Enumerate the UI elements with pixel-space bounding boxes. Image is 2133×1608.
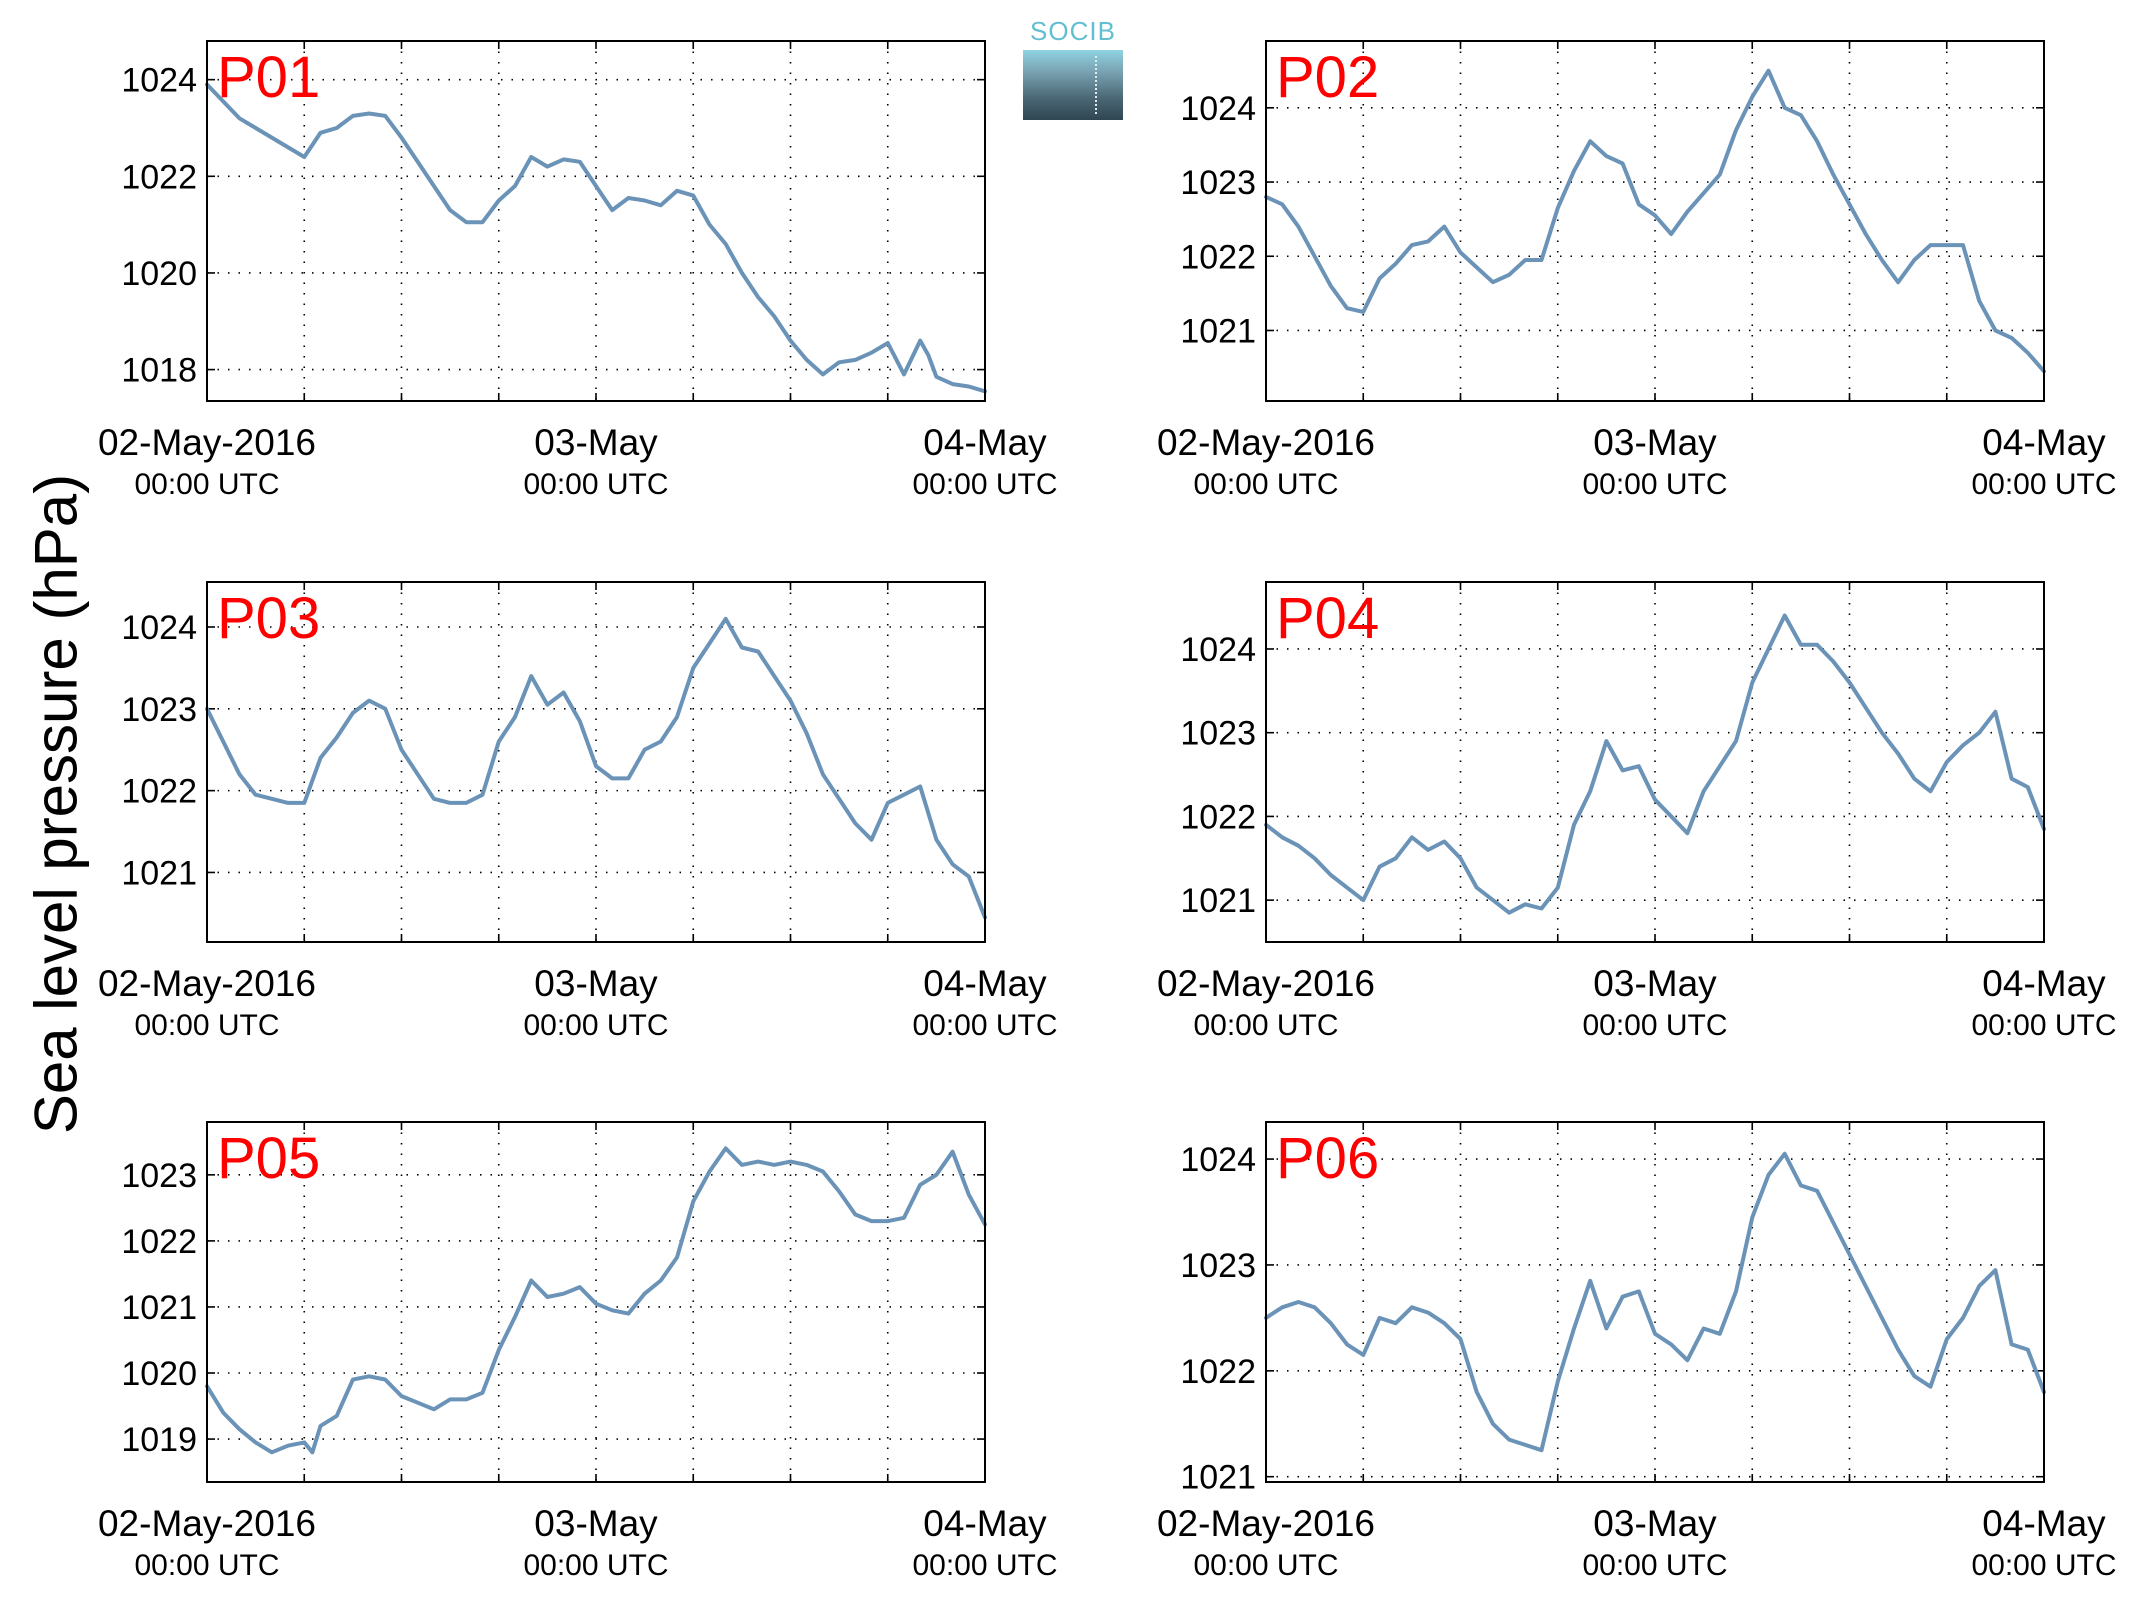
y-tick-label: 1023 [1180, 715, 1256, 753]
plot-frame [206, 1121, 986, 1483]
y-tick-label: 1021 [121, 854, 197, 892]
y-axis-label: Sea level pressure (hPa) [22, 473, 90, 1135]
x-tick-label-date: 02-May-2016 [98, 963, 316, 1004]
y-tick-label: 1022 [121, 773, 197, 811]
y-tick-label: 1023 [121, 691, 197, 729]
logo-graphic [1023, 50, 1123, 120]
x-tick-label-date: 03-May [1593, 422, 1717, 463]
y-tick-label: 1022 [1180, 798, 1256, 836]
y-tick-label: 1022 [1180, 238, 1256, 276]
y-tick-label: 1022 [1180, 1353, 1256, 1391]
y-tick-label: 1021 [121, 1289, 197, 1327]
plot-frame [1265, 581, 2045, 943]
x-tick-label-time: 00:00 UTC [134, 1549, 279, 1582]
x-tick-label-time: 00:00 UTC [134, 1009, 279, 1042]
panel-title: P01 [217, 45, 320, 110]
panel-title: P05 [217, 1126, 320, 1191]
series-line [1264, 613, 2046, 915]
x-tick-label-time: 00:00 UTC [1971, 1549, 2116, 1582]
x-tick-label-time: 00:00 UTC [1582, 1009, 1727, 1042]
y-tick-label: 1023 [1180, 1247, 1256, 1285]
socib-logo: SOCIB [1023, 16, 1123, 120]
x-tick-label-time: 00:00 UTC [912, 1009, 1057, 1042]
x-tick-label-date: 03-May [534, 422, 658, 463]
y-tick-label: 1024 [121, 62, 197, 100]
x-tick-label-time: 00:00 UTC [523, 468, 668, 501]
y-tick-label: 1019 [121, 1421, 197, 1459]
plot-frame [1265, 1121, 2045, 1483]
series-line [1264, 68, 2046, 374]
y-tick-label: 1021 [1180, 1459, 1256, 1497]
x-tick-label-date: 04-May [923, 1503, 1047, 1544]
series-line [205, 82, 987, 394]
x-tick-label-time: 00:00 UTC [1193, 1549, 1338, 1582]
x-tick-label-date: 04-May [1982, 963, 2106, 1004]
y-tick-label: 1024 [1180, 631, 1256, 669]
y-tick-label: 1018 [121, 352, 197, 390]
panel-title: P03 [217, 586, 320, 651]
x-tick-label-time: 00:00 UTC [134, 468, 279, 501]
chart-panel-p02: 1021 1022 1023 1024 02-May-2016 00:00 UTC 03-M… [1157, 40, 2117, 501]
logo-dotted-line [1095, 56, 1097, 114]
x-tick-label-time: 00:00 UTC [912, 468, 1057, 501]
x-tick-label-time: 00:00 UTC [1971, 468, 2116, 501]
y-tick-label: 1024 [1180, 1141, 1256, 1179]
x-tick-label-time: 00:00 UTC [1193, 1009, 1338, 1042]
logo-text: SOCIB [1030, 16, 1116, 46]
y-tick-label: 1020 [121, 255, 197, 293]
x-tick-label-time: 00:00 UTC [912, 1549, 1057, 1582]
y-tick-label: 1021 [1180, 312, 1256, 350]
plot-frame [1265, 40, 2045, 402]
x-tick-label-time: 00:00 UTC [1582, 1549, 1727, 1582]
y-tick-label: 1020 [121, 1355, 197, 1393]
x-tick-label-date: 02-May-2016 [98, 422, 316, 463]
x-tick-label-date: 04-May [1982, 1503, 2106, 1544]
plot-frame [206, 40, 986, 402]
series-line [1264, 1151, 2046, 1453]
x-tick-label-date: 02-May-2016 [1157, 422, 1375, 463]
x-tick-label-date: 03-May [1593, 963, 1717, 1004]
x-tick-label-date: 03-May [534, 963, 658, 1004]
x-tick-label-time: 00:00 UTC [1971, 1009, 2116, 1042]
chart-panel-p03: 1021 1022 1023 1024 02-May-2016 00:00 UTC 03-M… [98, 581, 1058, 1042]
y-tick-label: 1023 [1180, 164, 1256, 202]
x-tick-label-date: 04-May [1982, 422, 2106, 463]
chart-panel-p06: 1021 1022 1023 1024 02-May-2016 00:00 UTC 03-M… [1157, 1121, 2117, 1582]
x-tick-label-time: 00:00 UTC [1582, 468, 1727, 501]
x-tick-label-date: 03-May [1593, 1503, 1717, 1544]
panel-title: P06 [1276, 1126, 1379, 1191]
plot-frame [206, 581, 986, 943]
x-tick-label-date: 03-May [534, 1503, 658, 1544]
x-tick-label-time: 00:00 UTC [523, 1009, 668, 1042]
chart-panel-p04: 1021 1022 1023 1024 02-May-2016 00:00 UTC 03-M… [1157, 581, 2117, 1042]
y-tick-label: 1024 [121, 609, 197, 647]
series-line [205, 616, 987, 920]
x-tick-label-date: 04-May [923, 422, 1047, 463]
series-line [205, 1146, 987, 1455]
chart-panel-p01: 1018 1020 1022 1024 02-May-2016 00:00 UTC 03-M… [98, 40, 1058, 501]
y-tick-label: 1024 [1180, 90, 1256, 128]
y-tick-label: 1022 [121, 1223, 197, 1261]
x-tick-label-time: 00:00 UTC [1193, 468, 1338, 501]
x-tick-label-date: 02-May-2016 [1157, 963, 1375, 1004]
panel-title: P02 [1276, 45, 1379, 110]
chart-panel-p05: 1019 1020 1021 1022 1023 02-May-2016 00:00 UTC… [98, 1121, 1058, 1582]
x-tick-label-date: 04-May [923, 963, 1047, 1004]
x-tick-label-date: 02-May-2016 [98, 1503, 316, 1544]
y-tick-label: 1021 [1180, 882, 1256, 920]
y-tick-label: 1022 [121, 158, 197, 196]
x-tick-label-time: 00:00 UTC [523, 1549, 668, 1582]
x-tick-label-date: 02-May-2016 [1157, 1503, 1375, 1544]
panel-title: P04 [1276, 586, 1379, 651]
y-tick-label: 1023 [121, 1157, 197, 1195]
